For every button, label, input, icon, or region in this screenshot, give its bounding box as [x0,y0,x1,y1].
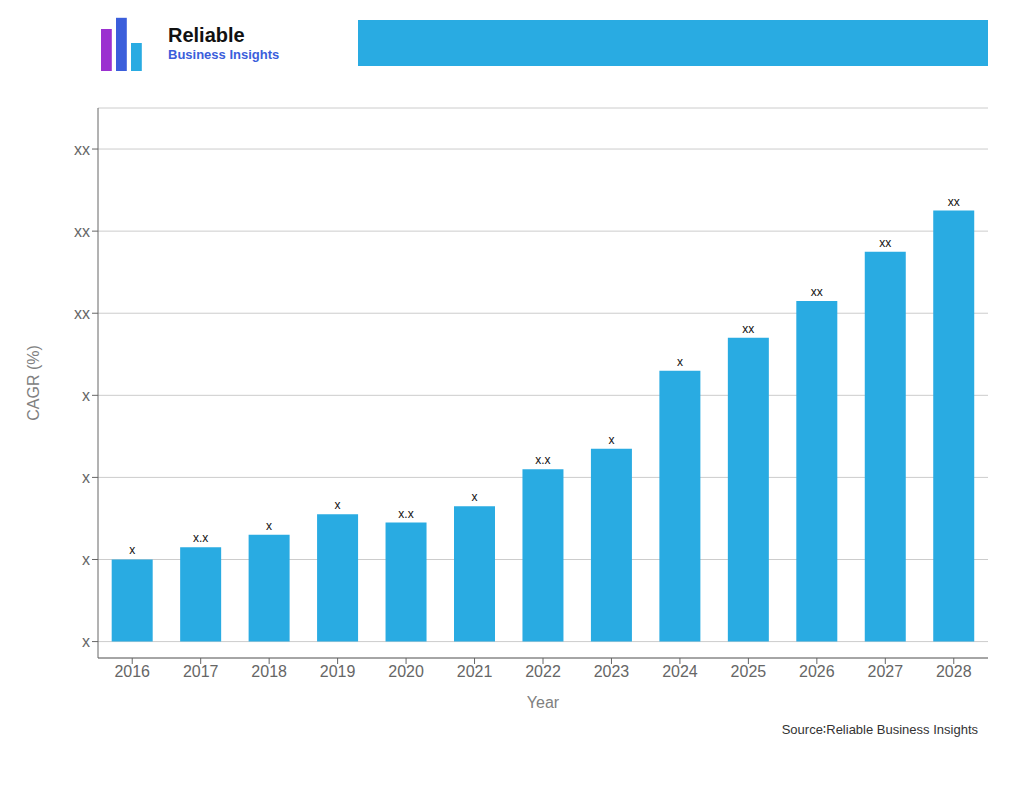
svg-text:x: x [266,519,272,533]
svg-text:x: x [129,543,135,557]
html-text:Source∶Reliable Business Insig: Source∶Reliable Business Insights [781,722,978,737]
svg-text:2026: 2026 [799,663,835,680]
svg-text:2020: 2020 [388,663,424,680]
svg-text:x: x [82,633,90,650]
svg-text:xx: xx [74,305,90,322]
svg-text:2023: 2023 [594,663,630,680]
svg-text:2027: 2027 [868,663,904,680]
svg-text:xx: xx [74,141,90,158]
svg-text:x: x [677,355,683,369]
svg-text:2016: 2016 [114,663,150,680]
svg-text:2019: 2019 [320,663,356,680]
svg-text:x: x [335,498,341,512]
html-text:Reliable: Reliable [168,24,245,47]
svg-text:xx: xx [74,223,90,240]
svg-text:x: x [472,490,478,504]
svg-text:x.x: x.x [398,507,413,521]
svg-text:x: x [82,551,90,568]
svg-text:2024: 2024 [662,663,698,680]
svg-text:2018: 2018 [251,663,287,680]
svg-text:xx: xx [811,285,823,299]
svg-text:2017: 2017 [183,663,219,680]
svg-text:x: x [82,469,90,486]
svg-text:2022: 2022 [525,663,561,680]
svg-text:2025: 2025 [731,663,767,680]
svg-text:2021: 2021 [457,663,493,680]
svg-text:Year: Year [527,694,560,711]
svg-text:xx: xx [742,322,754,336]
svg-text:x: x [82,387,90,404]
svg-text:x: x [608,433,614,447]
svg-text:xx: xx [879,236,891,250]
svg-text:2028: 2028 [936,663,972,680]
html-text:Business Insights: Business Insights [168,47,280,63]
svg-text:x.x: x.x [535,453,550,467]
svg-text:CAGR (%): CAGR (%) [25,345,42,421]
svg-text:xx: xx [948,195,960,209]
svg-text:x.x: x.x [193,531,208,545]
